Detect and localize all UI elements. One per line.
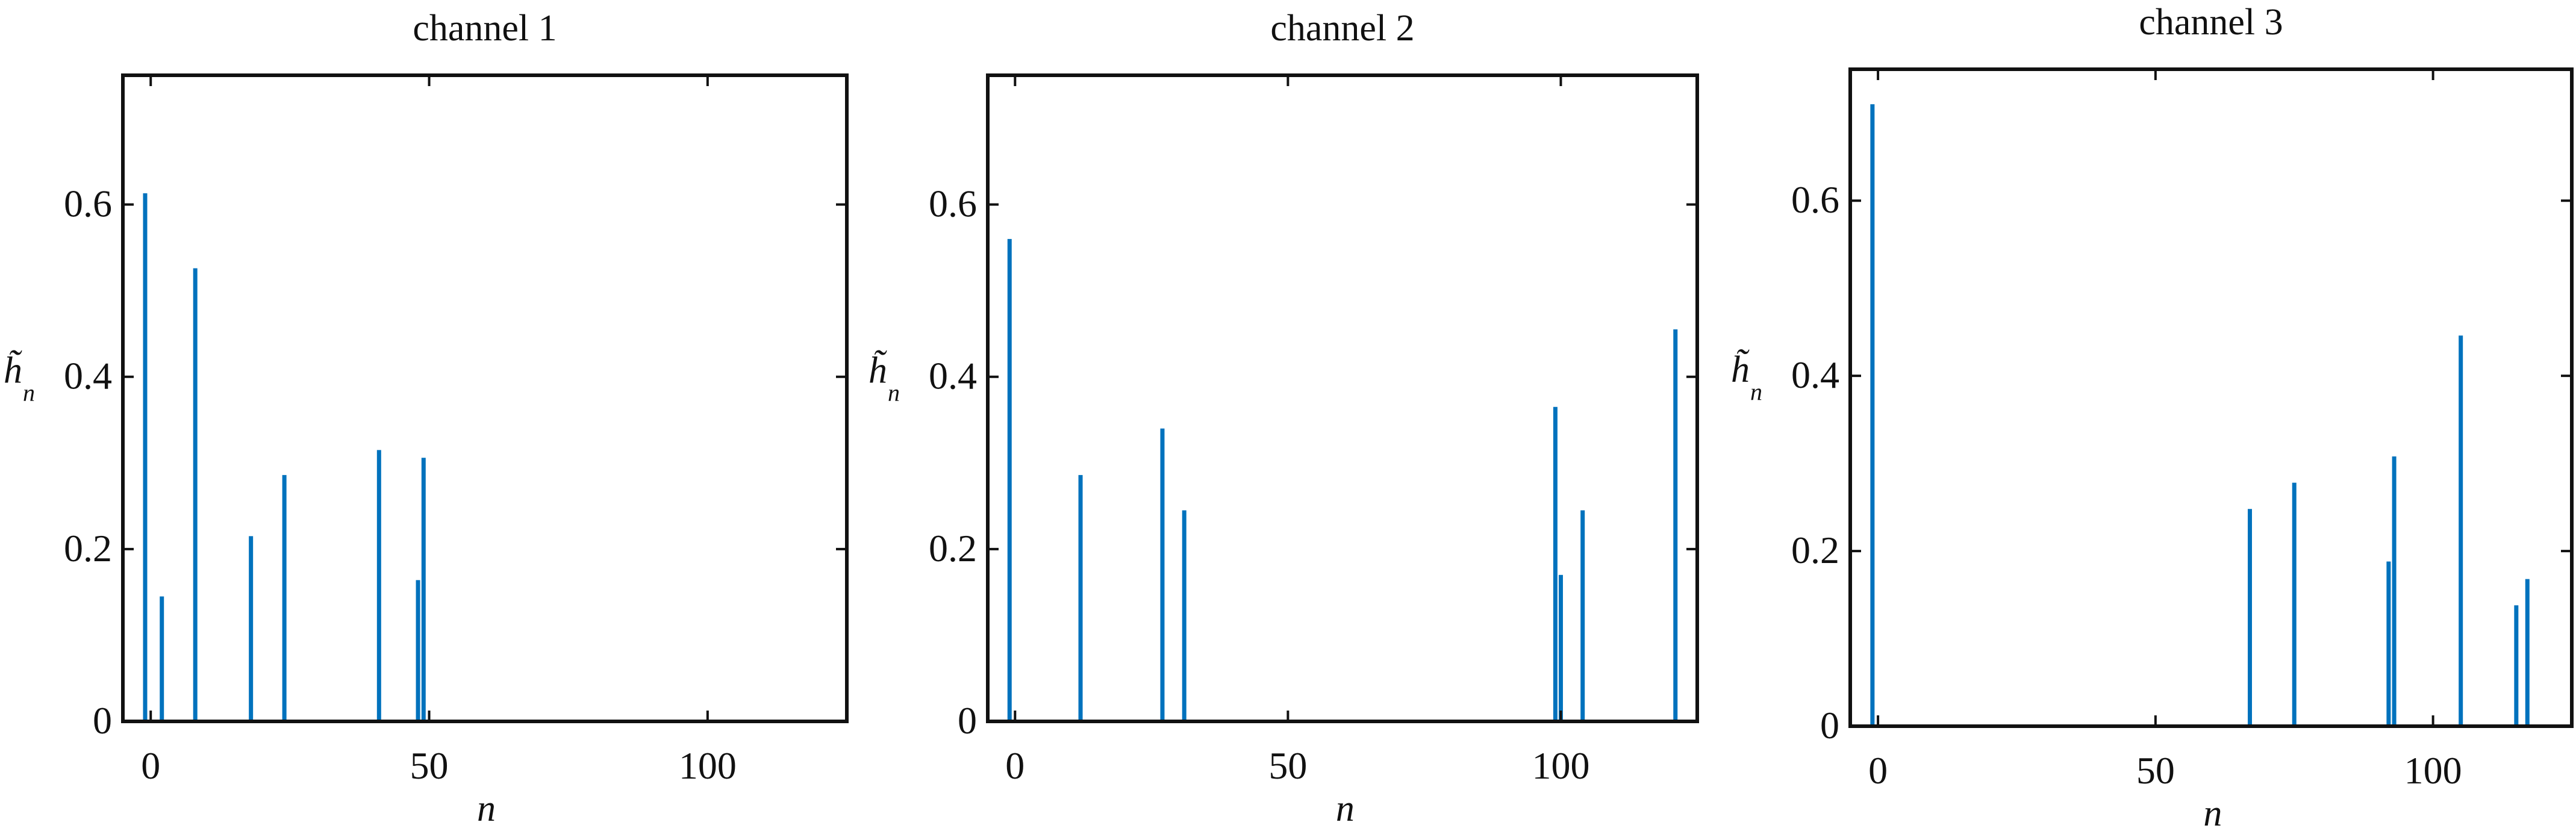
plot-frame: [1848, 67, 2574, 728]
y-axis-label-subscript: n: [23, 379, 35, 406]
x-tick-label: 50: [410, 744, 449, 787]
y-tick-label: 0.2: [929, 527, 977, 570]
x-tick-label: 50: [2136, 749, 2175, 792]
y-tick-label: 0.6: [1791, 178, 1839, 221]
x-tick-label: 50: [1268, 744, 1307, 787]
plot-frame: [986, 73, 1699, 723]
x-axis-label: n: [1336, 788, 1355, 829]
x-tick-label: 0: [1005, 744, 1024, 787]
x-axis-label: n: [477, 788, 496, 829]
y-tick-label: 0.2: [1791, 529, 1839, 571]
y-tick-label: 0.4: [64, 355, 112, 397]
y-tick-label: 0.4: [929, 355, 977, 397]
chart-title: channel 2: [1270, 8, 1414, 49]
chart-title: channel 1: [413, 8, 557, 49]
y-axis-label-subscript: n: [1750, 378, 1762, 405]
x-tick-label: 0: [141, 744, 160, 787]
y-tick-label: 0: [958, 699, 977, 742]
y-axis-label-subscript: n: [888, 379, 900, 406]
y-tick-label: 0.6: [929, 182, 977, 225]
x-tick-label: 100: [1532, 744, 1589, 787]
y-axis-label: h̃: [869, 350, 887, 391]
y-tick-label: 0.6: [64, 182, 112, 225]
plot-frame: [121, 73, 849, 723]
y-tick-label: 0.4: [1791, 353, 1839, 396]
y-axis-label: h̃: [1731, 349, 1750, 390]
chart-title: channel 3: [2139, 2, 2283, 43]
y-axis-label: h̃: [4, 350, 22, 391]
x-tick-label: 100: [679, 744, 737, 787]
y-tick-label: 0: [1820, 704, 1839, 747]
x-tick-label: 0: [1868, 749, 1888, 792]
x-tick-label: 100: [2404, 749, 2462, 792]
x-axis-label: n: [2203, 793, 2222, 834]
y-tick-label: 0.2: [64, 527, 112, 570]
y-tick-label: 0: [93, 699, 112, 742]
